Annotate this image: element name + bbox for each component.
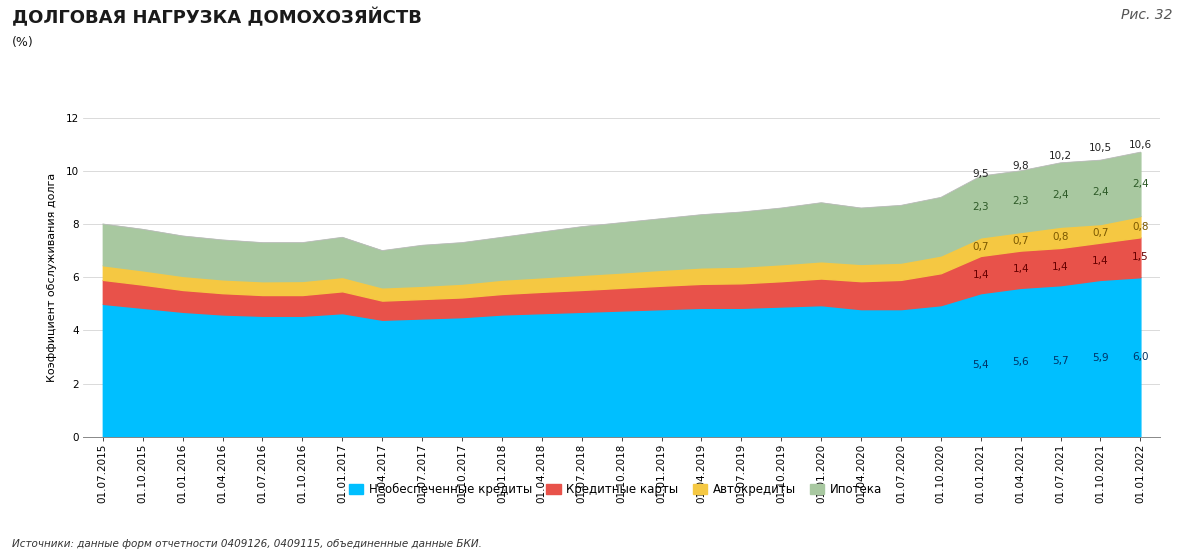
- Text: Источники: данные форм отчетности 0409126, 0409115, объединенные данные БКИ.: Источники: данные форм отчетности 040912…: [12, 539, 482, 549]
- Text: 1,4: 1,4: [972, 269, 989, 279]
- Text: 5,6: 5,6: [1012, 357, 1029, 367]
- Text: 2,4: 2,4: [1053, 190, 1069, 200]
- Text: (%): (%): [12, 36, 33, 49]
- Text: 2,4: 2,4: [1092, 187, 1108, 197]
- Text: ДОЛГОВАЯ НАГРУЗКА ДОМОХОЗЯЙСТВ: ДОЛГОВАЯ НАГРУЗКА ДОМОХОЗЯЙСТВ: [12, 8, 422, 27]
- Text: 10,6: 10,6: [1128, 140, 1152, 150]
- Text: 0,7: 0,7: [1012, 236, 1029, 246]
- Legend: Необеспеченные кредиты, Кредитные карты, Автокредиты, Ипотека: Необеспеченные кредиты, Кредитные карты,…: [347, 480, 884, 498]
- Text: 2,3: 2,3: [972, 202, 989, 212]
- Text: 10,2: 10,2: [1049, 151, 1073, 161]
- Text: Рис. 32: Рис. 32: [1121, 8, 1172, 22]
- Text: 9,8: 9,8: [1012, 161, 1029, 171]
- Text: 2,3: 2,3: [1012, 197, 1029, 207]
- Text: 5,9: 5,9: [1092, 353, 1108, 363]
- Text: 1,4: 1,4: [1092, 256, 1108, 266]
- Text: 0,8: 0,8: [1053, 232, 1069, 242]
- Text: 0,7: 0,7: [972, 241, 989, 251]
- Text: 2,4: 2,4: [1132, 179, 1148, 189]
- Text: 0,7: 0,7: [1092, 228, 1108, 239]
- Y-axis label: Коэффициент обслуживания долга: Коэффициент обслуживания долга: [47, 172, 57, 382]
- Text: 5,7: 5,7: [1053, 356, 1069, 366]
- Text: 1,4: 1,4: [1053, 262, 1069, 272]
- Text: 10,5: 10,5: [1089, 143, 1112, 153]
- Text: 6,0: 6,0: [1132, 352, 1148, 362]
- Text: 1,4: 1,4: [1012, 264, 1029, 274]
- Text: 5,4: 5,4: [972, 360, 989, 370]
- Text: 0,8: 0,8: [1132, 222, 1148, 232]
- Text: 9,5: 9,5: [972, 169, 989, 179]
- Text: 1,5: 1,5: [1132, 252, 1148, 262]
